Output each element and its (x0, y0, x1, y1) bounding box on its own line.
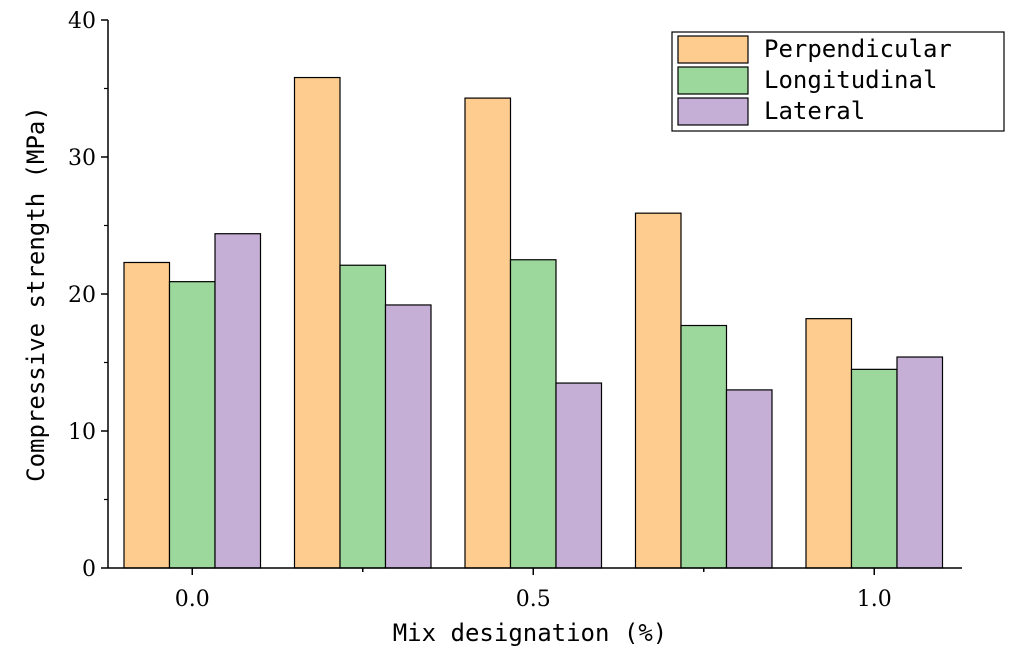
legend-swatch-perpendicular (677, 35, 749, 64)
bar-perpendicular-0 (123, 261, 171, 569)
legend-label-longitudinal: Longitudinal (764, 66, 937, 94)
bar-longitudinal-1 (339, 264, 387, 569)
bar-perpendicular-2 (464, 97, 512, 569)
y-axis-title: Compressive strength (MPa) (22, 106, 50, 482)
x-tick-label: 0.5 (516, 587, 551, 612)
legend: Perpendicular Longitudinal Lateral (671, 31, 1005, 132)
x-axis-ticks: 0.0 0.5 1.0 (175, 568, 892, 612)
bar-lateral-1 (384, 304, 432, 569)
bar-lateral-3 (725, 389, 773, 569)
y-tick-label: 30 (68, 146, 96, 171)
x-tick-label: 1.0 (857, 587, 892, 612)
bar-perpendicular-4 (805, 318, 853, 569)
y-axis-ticks: 0 10 20 30 40 (68, 9, 108, 582)
y-tick-label: 10 (68, 420, 96, 445)
bar-perpendicular-1 (293, 76, 341, 569)
legend-label-lateral: Lateral (764, 97, 865, 125)
y-tick-label: 20 (68, 283, 96, 308)
bar-longitudinal-2 (509, 259, 557, 569)
bar-lateral-2 (555, 382, 603, 569)
bar-perpendicular-3 (634, 212, 682, 569)
bars-group (123, 76, 944, 569)
legend-swatch-longitudinal (677, 66, 749, 95)
bar-lateral-4 (896, 356, 944, 569)
x-tick-label: 0.0 (175, 587, 210, 612)
legend-swatch-lateral (677, 97, 749, 126)
bar-longitudinal-4 (850, 368, 898, 569)
y-tick-label: 40 (68, 9, 96, 34)
legend-label-perpendicular: Perpendicular (764, 35, 952, 63)
y-tick-label: 0 (82, 557, 96, 582)
bar-longitudinal-3 (680, 324, 728, 569)
x-axis-title: Mix designation (%) (393, 619, 668, 647)
bar-lateral-0 (214, 233, 262, 569)
bar-longitudinal-0 (168, 281, 216, 569)
